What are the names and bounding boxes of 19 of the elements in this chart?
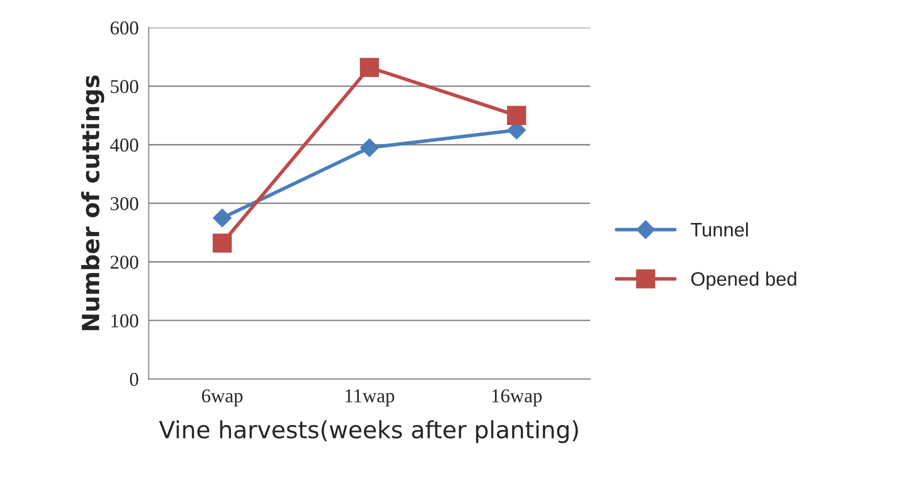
y-tick-label: 400: [110, 138, 138, 152]
x-tick-label: 16wap: [492, 389, 542, 406]
point: [212, 234, 232, 253]
legend-label: Tunnel: [690, 222, 748, 237]
x-axis-title: Vine harvests(weeks after planting): [159, 420, 578, 444]
point: [360, 138, 379, 158]
point: [360, 58, 379, 77]
point: [212, 208, 232, 228]
point: [507, 106, 526, 126]
y-axis-title: Number of cuttings: [81, 75, 104, 330]
x-tick-label: 11wap: [346, 389, 394, 406]
y-tick-label: 200: [110, 256, 138, 269]
x-tick-label: 6wap: [202, 389, 243, 406]
y-tick-label: 100: [111, 314, 138, 328]
legend-label: Opened bed: [691, 272, 796, 290]
y-tick-label: 600: [110, 21, 138, 35]
y-tick-label: 0: [130, 372, 138, 386]
y-tick-label: 300: [110, 197, 138, 210]
y-tick-label: 500: [110, 80, 138, 94]
